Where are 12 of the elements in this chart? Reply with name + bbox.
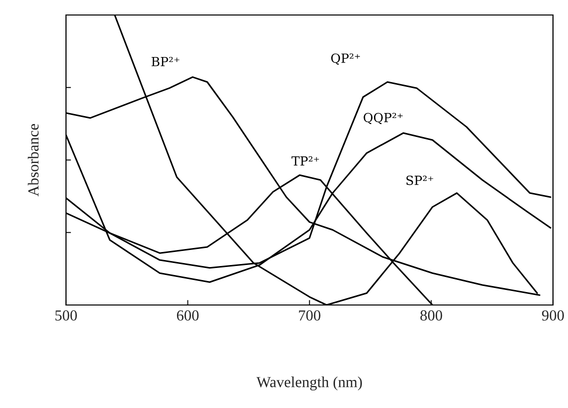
x-tick-label: 500 (55, 310, 77, 321)
y-axis-title: Absorbance (28, 124, 39, 196)
x-tick-label: 800 (420, 310, 442, 321)
x-axis-title: Wavelength (nm) (256, 376, 362, 390)
text: QP²⁺ (331, 53, 360, 65)
x-tick-label: 600 (176, 310, 199, 321)
x-tick-label: 900 (542, 310, 564, 321)
series-label: QQP²⁺ (364, 112, 403, 124)
x-tick-label: 700 (299, 310, 320, 321)
series-label: BP²⁺ (152, 56, 180, 66)
series-label: TP²⁺ (292, 156, 319, 166)
series-label: SP²⁺ (406, 176, 434, 186)
